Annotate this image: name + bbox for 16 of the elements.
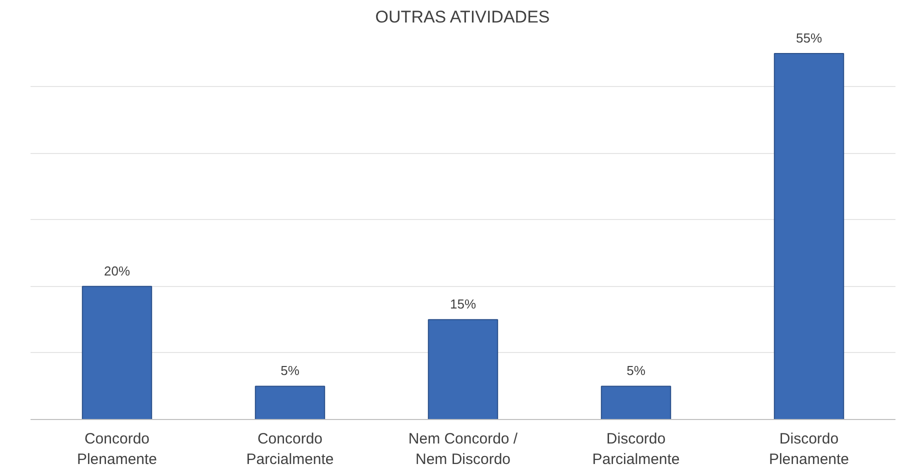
bar: [774, 52, 844, 420]
x-tick-label: Discordo Plenamente: [768, 430, 850, 468]
x-tick-label: Nem Concordo / Nem Discordo: [408, 430, 518, 468]
x-tick-label: Concordo Parcialmente: [246, 430, 334, 468]
data-label: 15%: [450, 296, 476, 312]
x-tick-label: Discordo Parcialmente: [592, 430, 680, 468]
bar: [600, 386, 672, 420]
bar: [82, 286, 152, 420]
x-tick-label: Concordo Plenamente: [76, 430, 158, 468]
chart-title: OUTRAS ATIVIDADES: [375, 8, 550, 26]
data-label: 20%: [104, 263, 130, 278]
bar: [254, 386, 326, 420]
data-label: 55%: [796, 30, 822, 46]
data-label: 5%: [280, 363, 300, 378]
bar: [428, 319, 498, 420]
data-label: 5%: [626, 363, 646, 378]
